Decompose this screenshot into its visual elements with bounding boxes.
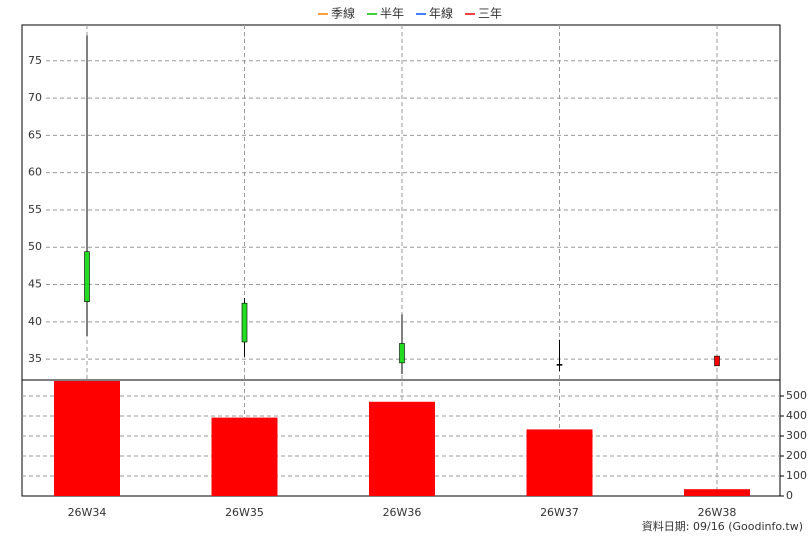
y-tick-label: 60 [28,166,42,179]
candle-body [714,355,720,367]
y2-tick-label: 400 [786,409,807,422]
y2-tick-label: 200 [786,449,807,462]
legend-label: 半年 [380,7,404,21]
volume-bar [526,429,593,496]
x-tick-label: 26W36 [383,506,422,519]
y2-tick-label: 0 [786,489,793,502]
volume-bar [684,489,750,496]
y-tick-label: 75 [28,54,42,67]
x-tick-label: 26W34 [68,506,107,519]
y-tick-label: 65 [28,128,42,141]
candle-body [556,364,563,366]
legend-label: 年線 [429,6,453,21]
legend-label: 三年 [478,7,502,21]
y-tick-label: 50 [28,240,42,253]
footnote: 資料日期: 09/16 (Goodinfo.tw) [642,519,803,533]
volume-bar [54,381,120,496]
candle-body [84,251,90,302]
x-tick-label: 26W38 [698,506,737,519]
x-tick-label: 26W37 [540,506,579,519]
x-tick-label: 26W35 [225,506,264,519]
y2-tick-label: 500 [786,389,807,402]
y-tick-label: 70 [28,91,42,104]
volume-bar [211,417,278,496]
volume-bar [369,401,435,496]
candle-body [399,343,405,364]
y-tick-label: 35 [28,352,42,365]
y2-tick-label: 100 [786,469,807,482]
y-tick-label: 55 [28,203,42,216]
legend-label: 季線 [331,6,355,21]
y-tick-label: 45 [28,278,42,291]
candle-body [241,302,248,343]
y2-tick-label: 300 [786,429,807,442]
y-tick-label: 40 [28,315,42,328]
